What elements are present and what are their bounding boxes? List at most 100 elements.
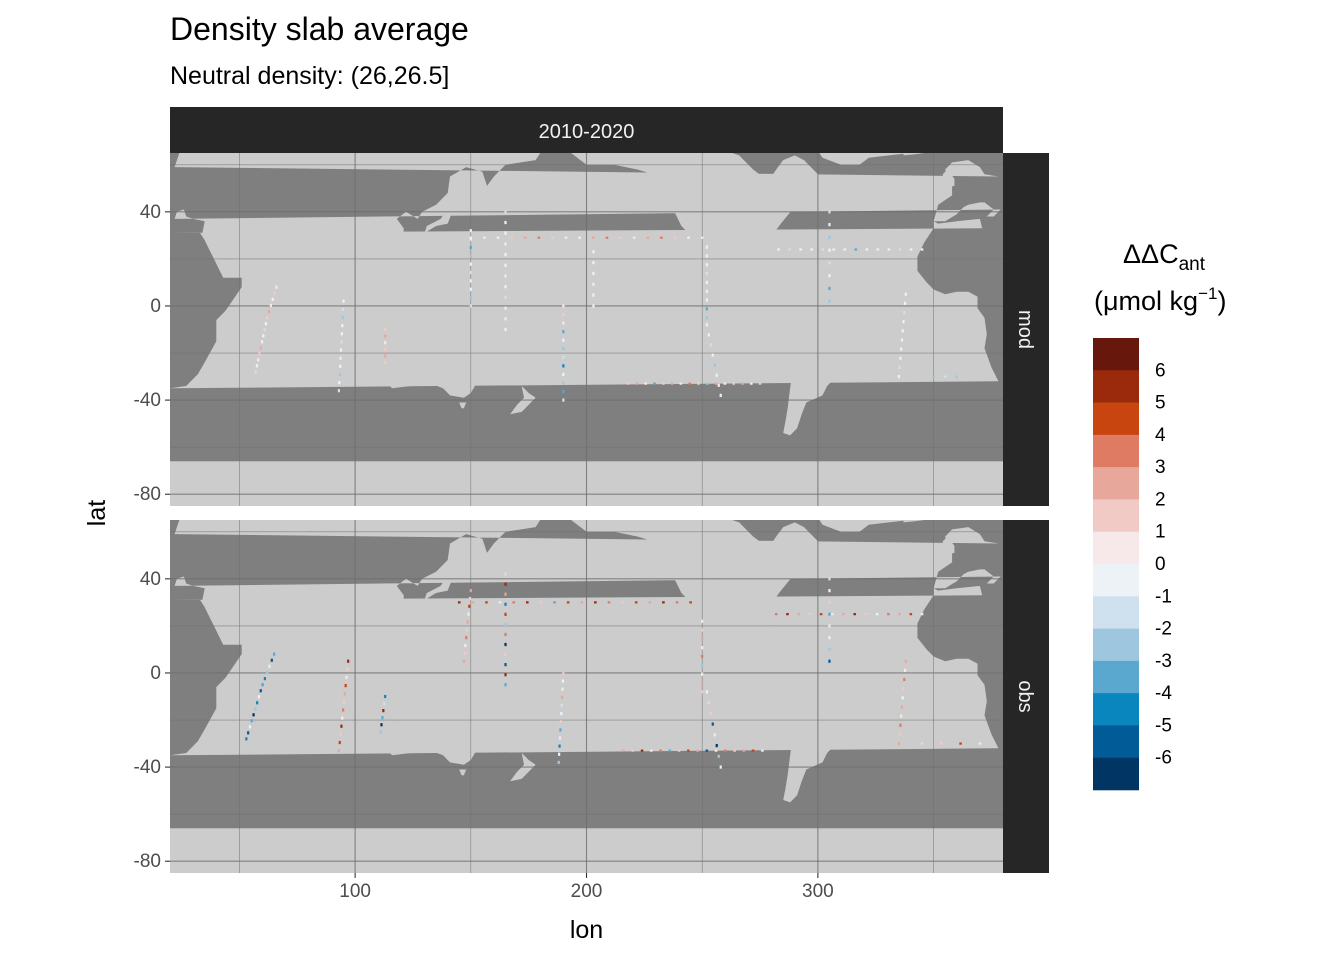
legend-bin (1093, 693, 1139, 726)
data-cell (562, 372, 565, 377)
landmass-uk (942, 169, 955, 189)
data-cell (619, 236, 622, 239)
legend-bin (1093, 338, 1139, 371)
data-cell (901, 696, 904, 700)
data-cell (469, 262, 472, 266)
data-cell (900, 338, 904, 342)
data-cell (468, 596, 472, 601)
data-cell (340, 340, 343, 344)
data-cell (269, 303, 272, 308)
data-cell (644, 382, 648, 385)
data-cell (379, 730, 382, 734)
landmass-uk-wrap (110, 170, 122, 189)
landmass-sumatra (343, 294, 369, 321)
data-cell (381, 716, 384, 720)
data-cell (788, 248, 791, 251)
legend-bin (1093, 467, 1139, 500)
data-cell (463, 651, 466, 655)
data-cell (828, 299, 831, 303)
data-cell (705, 298, 708, 302)
data-cell (705, 316, 708, 320)
data-cell (469, 304, 472, 308)
data-cell (384, 327, 387, 332)
data-cell (697, 382, 700, 385)
data-cell (828, 210, 831, 214)
data-cell (751, 749, 755, 752)
data-cell (504, 285, 507, 289)
data-cell (259, 346, 262, 350)
chart-subtitle: Neutral density: (26,26.5] (170, 62, 449, 90)
data-cell (592, 250, 595, 254)
data-cell (562, 398, 565, 402)
legend-bin (1093, 531, 1139, 565)
data-cell (819, 613, 823, 616)
data-cell (469, 270, 472, 275)
data-cell (705, 382, 709, 385)
data-cell (786, 613, 789, 616)
landmass-africa (170, 218, 999, 389)
row-strip-mod (1003, 153, 1049, 506)
data-cell (561, 679, 565, 683)
data-cell (632, 236, 636, 239)
data-cell (466, 620, 469, 624)
legend-unit-prefix: (μmol kg (1094, 286, 1198, 316)
row-strip-mod-label: mod (1014, 310, 1036, 349)
data-cell (828, 612, 831, 616)
legend-tick-label: -5 (1155, 715, 1172, 736)
data-cell (853, 613, 857, 616)
data-cell (854, 248, 858, 251)
data-cell (709, 711, 712, 715)
data-cell (469, 295, 472, 300)
data-cell (504, 642, 507, 647)
legend-title: ΔΔCant (1123, 239, 1206, 275)
data-cell (562, 330, 565, 334)
data-cell (264, 322, 267, 326)
legend: ΔΔCant (μmol kg−1) 6 5 4 3 2 1 0 -1 -2 -3 -4 -5 -6 (1093, 239, 1226, 791)
landmass-tasmania (459, 769, 467, 776)
landmass-aus (387, 698, 478, 765)
data-cell (457, 601, 461, 604)
legend-bin (1093, 628, 1139, 662)
data-cell (255, 364, 258, 368)
data-cell (701, 619, 704, 623)
data-cell (562, 355, 565, 359)
data-cell (701, 646, 704, 650)
data-cell (828, 261, 831, 265)
legend-tick-label: 0 (1155, 554, 1166, 575)
data-cell (562, 321, 565, 325)
data-cell (469, 279, 472, 283)
data-cell (715, 373, 718, 377)
data-cell (714, 382, 718, 385)
data-cell (559, 720, 562, 724)
data-cell (903, 668, 907, 672)
data-cell (592, 271, 595, 276)
landmass-cuba (760, 618, 786, 626)
data-cell (687, 236, 690, 239)
data-cell (898, 732, 901, 737)
legend-tick-label: 6 (1155, 360, 1166, 381)
data-cell (705, 289, 708, 293)
data-cell (384, 694, 387, 699)
x-tick-label: 300 (802, 881, 834, 902)
data-cell (742, 749, 746, 752)
y-tick-label: 0 (150, 663, 161, 684)
data-cell (897, 741, 900, 746)
data-cell (679, 382, 683, 385)
data-cell (646, 236, 650, 239)
data-cell (719, 393, 722, 397)
data-cell (252, 713, 255, 717)
data-cell (701, 628, 704, 632)
data-cell (943, 375, 947, 378)
data-cell (339, 356, 342, 360)
data-cell (341, 324, 344, 328)
data-cell (707, 333, 710, 337)
data-cell (705, 690, 708, 694)
legend-bin (1093, 757, 1139, 791)
data-cell (649, 749, 653, 752)
data-cell (498, 601, 502, 604)
data-cell (670, 382, 674, 385)
data-cell (384, 347, 387, 351)
data-cell (345, 675, 348, 680)
data-cell (523, 236, 527, 239)
data-cell (341, 315, 344, 320)
